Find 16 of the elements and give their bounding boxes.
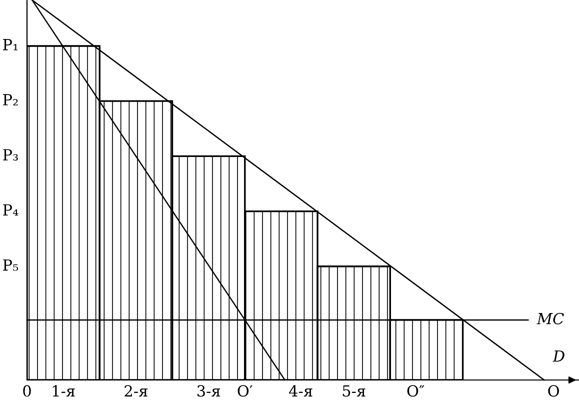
text: P₄: [3, 204, 18, 216]
x-tick-label: 3-я: [197, 385, 220, 397]
series-label: D: [552, 350, 564, 362]
x-tick-label: 2-я: [124, 385, 148, 396]
x-tick-label: 4-я: [289, 385, 312, 396]
x-tick-label: 5-я: [342, 385, 366, 397]
x-tick-label: 0: [23, 385, 31, 397]
x-tick-label: O′: [238, 385, 253, 397]
x-tick-label: 1-я: [52, 385, 75, 396]
x-tick-label: O″: [407, 385, 424, 397]
text: P₅: [3, 259, 18, 271]
text: P₂: [3, 94, 18, 106]
text: P₃: [3, 149, 18, 161]
series-label: MC: [536, 312, 564, 324]
x-tick-label: O: [548, 385, 559, 397]
text: P₁: [3, 39, 18, 50]
